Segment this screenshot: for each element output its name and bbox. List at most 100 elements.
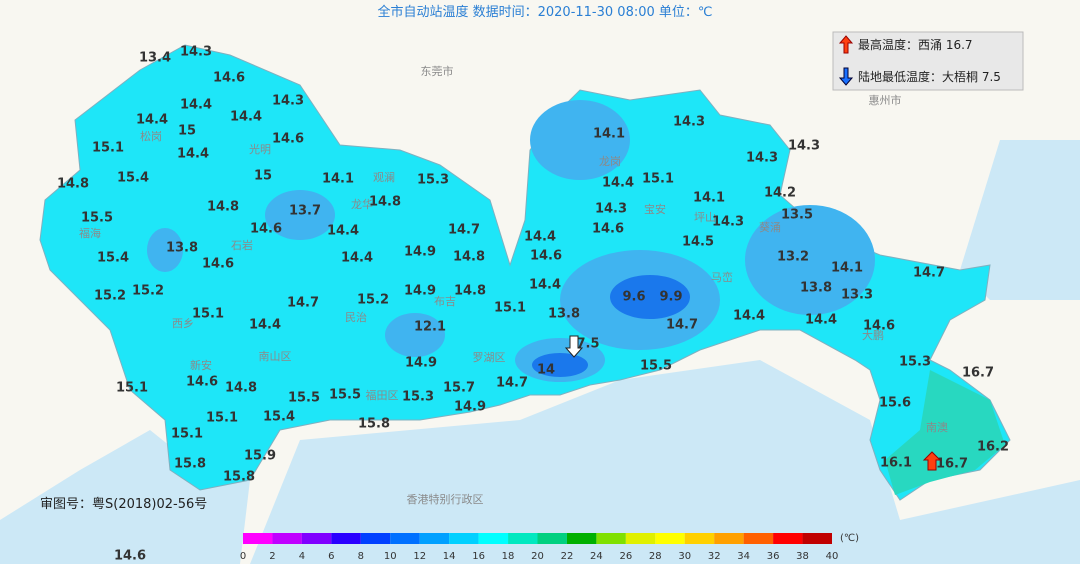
title: 全市自动站温度 数据时间：2020-11-30 08:00 单位：℃ bbox=[377, 4, 712, 20]
place-name: 福海 bbox=[79, 226, 101, 240]
station-temp: 14.3 bbox=[746, 151, 778, 166]
scale-tick-label: 6 bbox=[328, 551, 334, 562]
place-name: 坪山 bbox=[694, 211, 716, 224]
station-temp: 14.4 bbox=[341, 251, 373, 266]
scale-swatch bbox=[802, 533, 832, 544]
scale-swatch bbox=[537, 533, 567, 544]
max-label: 最高温度：西涌 16.7 bbox=[858, 37, 973, 52]
station-temp: 15.3 bbox=[417, 173, 449, 188]
place-name: 观澜 bbox=[373, 170, 395, 184]
scale-swatch bbox=[596, 533, 626, 544]
min-marker bbox=[564, 335, 584, 358]
station-temp: 14.4 bbox=[180, 98, 212, 113]
max-icon bbox=[838, 35, 854, 54]
station-temp: 15.8 bbox=[358, 417, 390, 432]
place-name: 惠州市 bbox=[869, 93, 902, 107]
scale-tick-label: 24 bbox=[590, 551, 603, 562]
warm-area bbox=[885, 370, 1005, 495]
station-temp: 14.4 bbox=[805, 313, 837, 328]
scale-swatch bbox=[301, 533, 332, 544]
station-temp: 14.8 bbox=[207, 200, 239, 215]
scale-swatch bbox=[508, 533, 538, 544]
station-temp: 14.3 bbox=[788, 139, 820, 154]
station-temp: 14.3 bbox=[180, 45, 212, 60]
min-label: 陆地最低温度：大梧桐 7.5 bbox=[858, 69, 1001, 84]
place-name: 龙华 bbox=[351, 197, 373, 211]
approval-number: 审图号：粤S(2018)02-56号 bbox=[40, 496, 207, 512]
station-temp: 14.6 bbox=[863, 319, 895, 334]
scale-tick-label: 8 bbox=[358, 551, 364, 562]
scale-tick-label: 34 bbox=[737, 551, 750, 562]
station-temp: 15.1 bbox=[92, 141, 124, 156]
place-name: 西乡 bbox=[172, 317, 194, 330]
scale-swatch bbox=[655, 533, 685, 544]
sea bbox=[250, 140, 1080, 564]
scale-tick-label: 14 bbox=[443, 551, 456, 562]
station-temp: 13.8 bbox=[800, 281, 832, 296]
station-temp: 12.1 bbox=[414, 320, 446, 335]
station-temp: 15.1 bbox=[206, 411, 238, 426]
scale-tick-label: 38 bbox=[796, 551, 809, 562]
station-temp: 14.1 bbox=[593, 127, 625, 142]
station-temp: 14.4 bbox=[249, 318, 281, 333]
station-temp: 14.6 bbox=[213, 71, 245, 86]
scale-swatch bbox=[684, 533, 715, 544]
place-name: 福田区 bbox=[366, 388, 399, 402]
station-temp: 14.4 bbox=[230, 110, 262, 125]
max-marker bbox=[922, 451, 942, 471]
station-temp: 15.1 bbox=[192, 307, 224, 322]
station-temp: 14.8 bbox=[454, 284, 486, 299]
cold-core bbox=[532, 275, 690, 377]
station-temp: 14.4 bbox=[524, 230, 556, 245]
scale-swatch bbox=[272, 533, 302, 544]
scale-swatch bbox=[243, 533, 273, 544]
station-temp: 15.2 bbox=[132, 284, 164, 299]
station-temp: 15 bbox=[254, 169, 272, 184]
place-name: 龙岗 bbox=[599, 155, 621, 168]
station-temp: 15.2 bbox=[94, 289, 126, 304]
scale-tick-label: 20 bbox=[531, 551, 544, 562]
station-temp: 14.6 bbox=[592, 222, 624, 237]
scale-swatch bbox=[714, 533, 744, 544]
station-temp: 14.7 bbox=[666, 318, 698, 333]
station-temp: 15.4 bbox=[263, 410, 295, 425]
station-temp: 14.2 bbox=[764, 186, 796, 201]
station-temp: 14.9 bbox=[404, 245, 436, 260]
station-temp: 14.7 bbox=[913, 266, 945, 281]
station-temp: 16.2 bbox=[977, 440, 1009, 455]
station-temp: 15.1 bbox=[171, 427, 203, 442]
station-temp: 15.5 bbox=[329, 388, 361, 403]
place-name: 光明 bbox=[249, 142, 271, 156]
place-name: 香港特别行政区 bbox=[407, 492, 484, 506]
scale-tick-label: 30 bbox=[678, 551, 691, 562]
place-name: 新安 bbox=[190, 358, 212, 372]
min-icon bbox=[838, 67, 854, 86]
place-name: 葵涌 bbox=[759, 221, 781, 234]
extremes-box bbox=[832, 31, 1024, 91]
scale-tick-label: 40 bbox=[826, 551, 839, 562]
scale-tick-label: 26 bbox=[619, 551, 632, 562]
station-temp: 9.6 bbox=[622, 290, 645, 305]
scale-tick-label: 18 bbox=[502, 551, 515, 562]
station-temp: 14.7 bbox=[496, 376, 528, 391]
station-temp: 15.1 bbox=[494, 301, 526, 316]
scale-tick-label: 32 bbox=[708, 551, 721, 562]
station-temp: 14.6 bbox=[530, 249, 562, 264]
scale-tick-label: 28 bbox=[649, 551, 662, 562]
scale-tick-label: 36 bbox=[767, 551, 780, 562]
station-temp: 9.9 bbox=[659, 290, 682, 305]
place-name: 南山区 bbox=[259, 350, 292, 363]
scale-swatch bbox=[360, 533, 391, 544]
scale-unit: (℃) bbox=[840, 533, 859, 544]
station-temp: 13.5 bbox=[781, 208, 813, 223]
station-temp: 14.6 bbox=[202, 257, 234, 272]
place-name: 东莞市 bbox=[421, 64, 454, 78]
place-name: 民治 bbox=[345, 310, 367, 324]
station-temp: 14.6 bbox=[114, 549, 146, 564]
station-temp: 13.8 bbox=[548, 307, 580, 322]
scale-swatch bbox=[478, 533, 509, 544]
scale-tick-label: 22 bbox=[561, 551, 574, 562]
station-temp: 14.3 bbox=[712, 215, 744, 230]
place-name: 马峦 bbox=[711, 270, 733, 284]
